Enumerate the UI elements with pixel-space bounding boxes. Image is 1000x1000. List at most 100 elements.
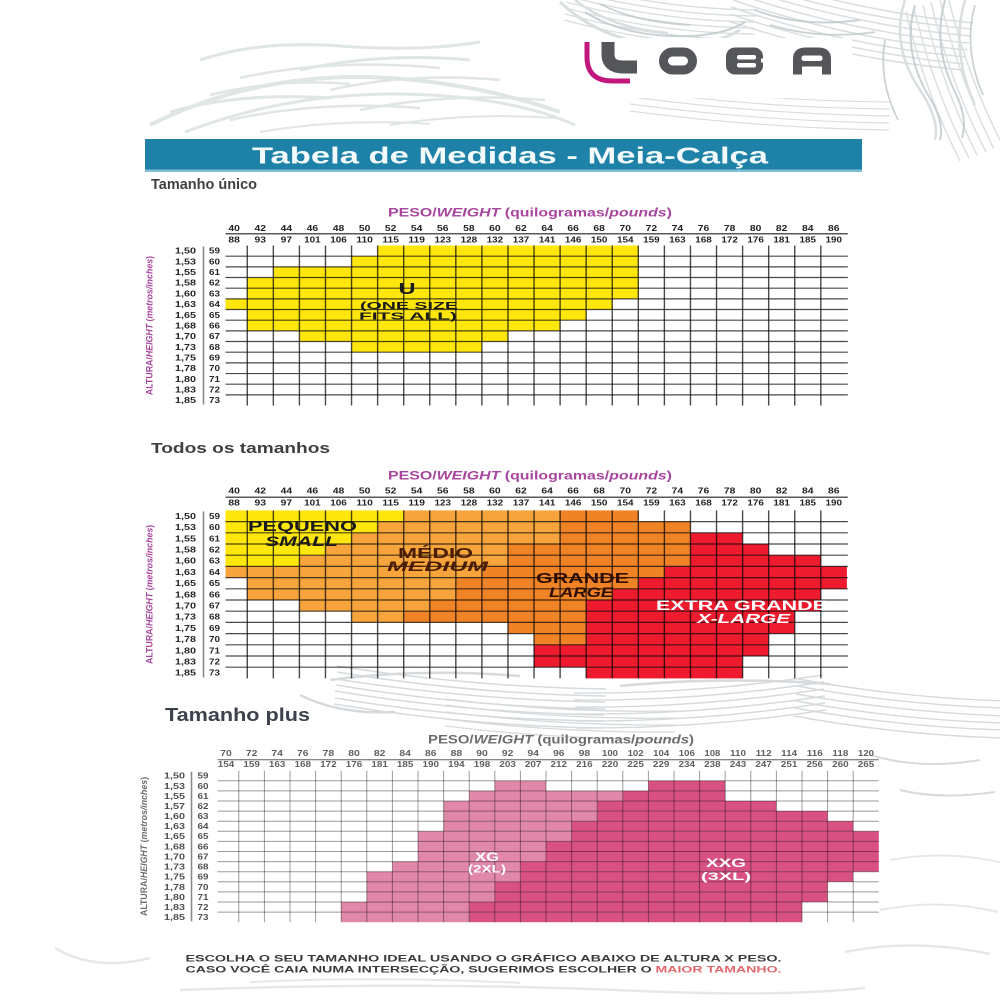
svg-text:64: 64 xyxy=(541,224,553,233)
svg-text:MÉDIO: MÉDIO xyxy=(398,545,473,562)
svg-text:128: 128 xyxy=(461,498,478,507)
svg-text:70: 70 xyxy=(620,487,632,496)
svg-text:141: 141 xyxy=(539,498,556,507)
svg-text:159: 159 xyxy=(643,498,660,507)
svg-text:98: 98 xyxy=(579,749,591,758)
svg-text:84: 84 xyxy=(802,487,814,496)
svg-text:141: 141 xyxy=(539,235,556,244)
svg-text:93: 93 xyxy=(255,235,267,244)
svg-text:U: U xyxy=(399,281,416,298)
svg-text:61: 61 xyxy=(209,267,220,277)
svg-text:86: 86 xyxy=(425,749,437,758)
svg-text:70: 70 xyxy=(209,634,220,644)
svg-text:GRANDE: GRANDE xyxy=(536,571,629,587)
svg-text:ESCOLHA O SEU TAMANHO IDEAL U: ESCOLHA O SEU TAMANHO IDEAL USANDO O GRÁ… xyxy=(186,953,782,964)
svg-text:110: 110 xyxy=(356,235,373,244)
svg-text:1,83: 1,83 xyxy=(175,657,196,667)
svg-text:168: 168 xyxy=(695,498,712,507)
svg-text:1,73: 1,73 xyxy=(164,862,185,872)
svg-text:137: 137 xyxy=(513,235,530,244)
svg-text:76: 76 xyxy=(698,224,710,233)
svg-text:256: 256 xyxy=(807,760,824,769)
svg-text:66: 66 xyxy=(209,589,220,599)
svg-text:181: 181 xyxy=(371,760,388,769)
svg-text:40: 40 xyxy=(228,487,240,496)
svg-text:106: 106 xyxy=(679,749,696,758)
svg-text:60: 60 xyxy=(198,781,209,791)
svg-text:54: 54 xyxy=(411,224,423,233)
svg-text:123: 123 xyxy=(435,235,452,244)
svg-text:1,53: 1,53 xyxy=(164,781,185,791)
svg-text:1,85: 1,85 xyxy=(175,668,196,678)
svg-text:62: 62 xyxy=(515,224,527,233)
svg-text:116: 116 xyxy=(807,749,824,758)
svg-text:XXG: XXG xyxy=(706,856,746,870)
svg-text:132: 132 xyxy=(487,498,504,507)
svg-text:1,53: 1,53 xyxy=(175,256,196,266)
svg-text:65: 65 xyxy=(209,578,220,588)
svg-text:1,53: 1,53 xyxy=(175,522,196,532)
svg-text:71: 71 xyxy=(209,645,220,655)
svg-text:62: 62 xyxy=(515,487,527,496)
svg-text:72: 72 xyxy=(646,487,658,496)
svg-text:CASO VOCÊ CAIA NUMA INTERSECÇÃ: CASO VOCÊ CAIA NUMA INTERSECÇÃO, SUGERIM… xyxy=(186,964,782,975)
svg-text:SMALL: SMALL xyxy=(265,534,338,549)
svg-text:63: 63 xyxy=(209,556,220,566)
svg-text:185: 185 xyxy=(800,235,817,244)
svg-text:67: 67 xyxy=(198,851,209,861)
svg-text:66: 66 xyxy=(567,487,579,496)
svg-text:82: 82 xyxy=(776,224,788,233)
svg-text:1,50: 1,50 xyxy=(164,771,185,781)
svg-text:159: 159 xyxy=(643,235,660,244)
svg-text:120: 120 xyxy=(858,749,875,758)
svg-text:PEQUENO: PEQUENO xyxy=(248,519,357,535)
svg-text:60: 60 xyxy=(489,487,501,496)
svg-text:110: 110 xyxy=(356,498,373,507)
svg-text:64: 64 xyxy=(209,567,220,577)
svg-text:1,78: 1,78 xyxy=(175,634,196,644)
svg-text:67: 67 xyxy=(209,331,220,341)
svg-text:146: 146 xyxy=(565,498,582,507)
svg-text:Todos os tamanhos: Todos os tamanhos xyxy=(151,440,330,457)
svg-text:154: 154 xyxy=(617,235,634,244)
svg-text:82: 82 xyxy=(776,487,788,496)
svg-text:88: 88 xyxy=(228,498,240,507)
svg-text:76: 76 xyxy=(297,749,309,758)
svg-text:114: 114 xyxy=(781,749,798,758)
svg-text:64: 64 xyxy=(209,299,220,309)
svg-text:243: 243 xyxy=(730,760,747,769)
svg-text:123: 123 xyxy=(435,498,452,507)
svg-text:106: 106 xyxy=(330,498,347,507)
svg-text:168: 168 xyxy=(295,760,312,769)
svg-text:100: 100 xyxy=(602,749,619,758)
svg-text:1,73: 1,73 xyxy=(175,342,196,352)
svg-text:260: 260 xyxy=(832,760,849,769)
svg-text:62: 62 xyxy=(209,278,220,288)
svg-text:247: 247 xyxy=(755,760,772,769)
svg-text:1,63: 1,63 xyxy=(175,299,196,309)
svg-text:101: 101 xyxy=(304,498,321,507)
svg-text:XG: XG xyxy=(475,850,499,864)
svg-text:168: 168 xyxy=(695,235,712,244)
svg-text:66: 66 xyxy=(209,320,220,330)
svg-text:181: 181 xyxy=(773,498,790,507)
svg-text:Tamanho único: Tamanho único xyxy=(151,177,257,193)
svg-text:1,60: 1,60 xyxy=(175,288,196,298)
svg-text:1,68: 1,68 xyxy=(175,320,196,330)
svg-text:176: 176 xyxy=(346,760,363,769)
svg-text:104: 104 xyxy=(653,749,670,758)
svg-text:216: 216 xyxy=(576,760,593,769)
svg-text:1,68: 1,68 xyxy=(164,841,185,851)
svg-text:181: 181 xyxy=(773,235,790,244)
svg-text:72: 72 xyxy=(198,902,209,912)
svg-text:172: 172 xyxy=(320,760,337,769)
svg-text:163: 163 xyxy=(669,235,686,244)
svg-text:61: 61 xyxy=(198,791,209,801)
svg-text:265: 265 xyxy=(858,760,875,769)
svg-text:137: 137 xyxy=(513,498,530,507)
svg-text:48: 48 xyxy=(333,487,345,496)
svg-text:64: 64 xyxy=(541,487,553,496)
svg-text:Tamanho plus: Tamanho plus xyxy=(165,705,310,725)
svg-text:(3XL): (3XL) xyxy=(701,871,752,883)
svg-text:ALTURA/HEIGHT (metros/inches): ALTURA/HEIGHT (metros/inches) xyxy=(145,525,155,664)
